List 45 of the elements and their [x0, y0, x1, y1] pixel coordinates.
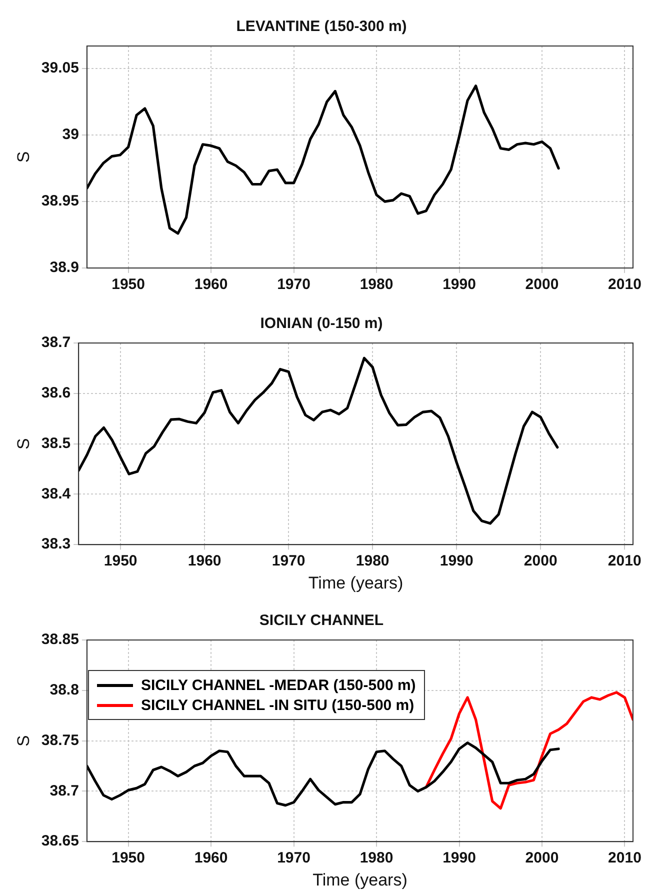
x-tick-label: 2010	[608, 552, 642, 570]
y-tick-label: 38.7	[50, 782, 79, 800]
chart-title: IONIAN (0-150 m)	[260, 315, 383, 332]
y-tick-label: 38.75	[41, 732, 79, 749]
x-tick-label: 1970	[277, 276, 310, 294]
chart-title: LEVANTINE (150-300 m)	[236, 18, 407, 36]
y-tick-label: 38.85	[41, 631, 79, 648]
y-tick-label: 38.8	[50, 682, 79, 699]
x-tick-label: 1950	[112, 850, 145, 867]
y-axis-title: S	[14, 735, 33, 746]
x-tick-label: 1980	[356, 552, 390, 570]
y-tick-label: 38.95	[41, 192, 79, 210]
x-axis-title: Time (years)	[308, 573, 404, 592]
x-tick-label: 2000	[525, 850, 559, 867]
x-tick-label: 1970	[272, 552, 306, 570]
x-tick-label: 1950	[104, 552, 138, 570]
y-tick-label: 38.65	[41, 832, 79, 850]
x-tick-label: 1950	[112, 276, 145, 294]
y-tick-label: 38.9	[50, 259, 79, 276]
y-tick-label: 38.5	[41, 434, 71, 452]
x-tick-label: 1970	[277, 850, 310, 867]
chart-title: SICILY CHANNEL	[259, 612, 384, 630]
x-tick-label: 1990	[442, 850, 476, 867]
x-tick-label: 2010	[608, 276, 642, 294]
x-tick-label: 1960	[188, 552, 222, 570]
x-tick-label: 1960	[194, 850, 228, 867]
x-tick-label: 2000	[524, 552, 558, 570]
x-tick-label: 1990	[442, 276, 476, 294]
x-tick-label: 2000	[525, 276, 559, 294]
legend-label: SICILY CHANNEL -IN SITU (150-500 m)	[141, 696, 414, 714]
y-tick-label: 38.3	[41, 536, 71, 553]
x-tick-label: 1960	[194, 276, 228, 294]
x-tick-label: 1990	[440, 552, 474, 570]
y-tick-label: 38.4	[41, 485, 72, 502]
x-axis-title: Time (years)	[312, 870, 408, 890]
y-axis-title: S	[14, 151, 33, 163]
x-tick-label: 1980	[360, 850, 394, 867]
y-axis-title: S	[14, 438, 33, 450]
y-tick-label: 39	[62, 126, 79, 144]
y-tick-label: 39.05	[41, 60, 79, 77]
y-tick-label: 38.6	[41, 384, 71, 402]
y-tick-label: 38.7	[41, 334, 71, 352]
legend-label: SICILY CHANNEL -MEDAR (150-500 m)	[141, 676, 416, 694]
x-tick-label: 1980	[360, 276, 394, 294]
x-tick-label: 2010	[608, 850, 642, 867]
